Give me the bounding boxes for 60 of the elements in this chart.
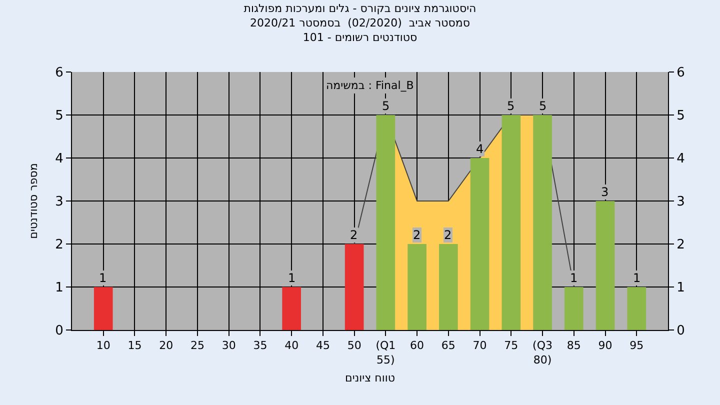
- x-tick-label: 20: [159, 339, 174, 352]
- bar: [627, 287, 646, 330]
- data-label: 1: [99, 271, 107, 285]
- x-tick-label: 25: [190, 339, 204, 352]
- data-label: 1: [570, 271, 578, 285]
- y-tick-label: 0: [55, 324, 64, 339]
- bar: [94, 287, 113, 330]
- x-tick-label: 75: [504, 339, 518, 352]
- x-tick-label: 15: [128, 339, 142, 352]
- bar: [502, 115, 521, 330]
- x-tick-label: 45: [316, 339, 330, 352]
- x-tick-label: 65: [441, 339, 456, 352]
- x-tick-label: 95: [630, 339, 644, 352]
- data-label: 4: [476, 142, 484, 156]
- x-axis-title: טווח ציונים: [345, 372, 395, 385]
- x-tick-label: 35: [253, 339, 268, 352]
- data-label: 2: [413, 228, 421, 242]
- x-tick-label: 40: [284, 339, 299, 352]
- y2-tick-label: 2: [676, 238, 685, 253]
- bar: [596, 201, 615, 330]
- y2-tick-label: 5: [676, 108, 685, 124]
- x-tick-label: 90: [598, 339, 612, 352]
- data-label: 5: [382, 99, 390, 113]
- bar: [408, 244, 426, 330]
- y2-tick-label: 6: [676, 66, 685, 81]
- data-label: 1: [633, 271, 641, 285]
- y-tick-label: 2: [55, 238, 64, 253]
- bar: [533, 115, 552, 330]
- x-tick-label: 50: [347, 339, 362, 352]
- x-tick-label: (Q3 80): [532, 339, 553, 366]
- x-tick-label: 10: [96, 339, 110, 352]
- data-label: 5: [539, 99, 547, 113]
- y2-tick-label: 4: [676, 152, 685, 167]
- y-tick-label: 1: [55, 280, 64, 296]
- chart-title: היסטוגרמת ציונים בקורס - גלים ומערכות מפולגות 2020/21 סמסטר אביב (02/2020) בסמסטר סטודנטים רשומים - 101: [244, 2, 476, 44]
- data-label: 3: [601, 185, 609, 199]
- y-tick-label: 6: [55, 66, 64, 81]
- data-label: 5: [507, 99, 515, 113]
- data-label: 2: [444, 228, 452, 242]
- annotation: במשימה : Final_B: [326, 79, 414, 92]
- y-tick-label: 5: [55, 108, 64, 124]
- x-tick-label: (Q1 55): [376, 339, 396, 366]
- x-tick-label: 60: [410, 339, 424, 352]
- y2-tick-label: 1: [676, 280, 685, 296]
- x-tick-label: 85: [566, 339, 581, 352]
- bar: [344, 244, 364, 330]
- bar: [282, 287, 301, 330]
- y-tick-label: 3: [55, 194, 64, 210]
- y2-tick-label: 0: [676, 324, 685, 339]
- data-label: 2: [350, 228, 358, 242]
- y-axis-title: מספר סטודנטים: [26, 163, 40, 239]
- bar: [376, 115, 396, 330]
- data-label: 1: [288, 271, 296, 285]
- x-tick-label: 30: [222, 339, 236, 352]
- bar: [439, 244, 458, 330]
- y2-tick-label: 3: [676, 194, 685, 210]
- bar: [470, 158, 490, 330]
- y-tick-label: 4: [55, 152, 64, 167]
- bar: [564, 287, 584, 330]
- x-tick-label: 70: [472, 339, 487, 352]
